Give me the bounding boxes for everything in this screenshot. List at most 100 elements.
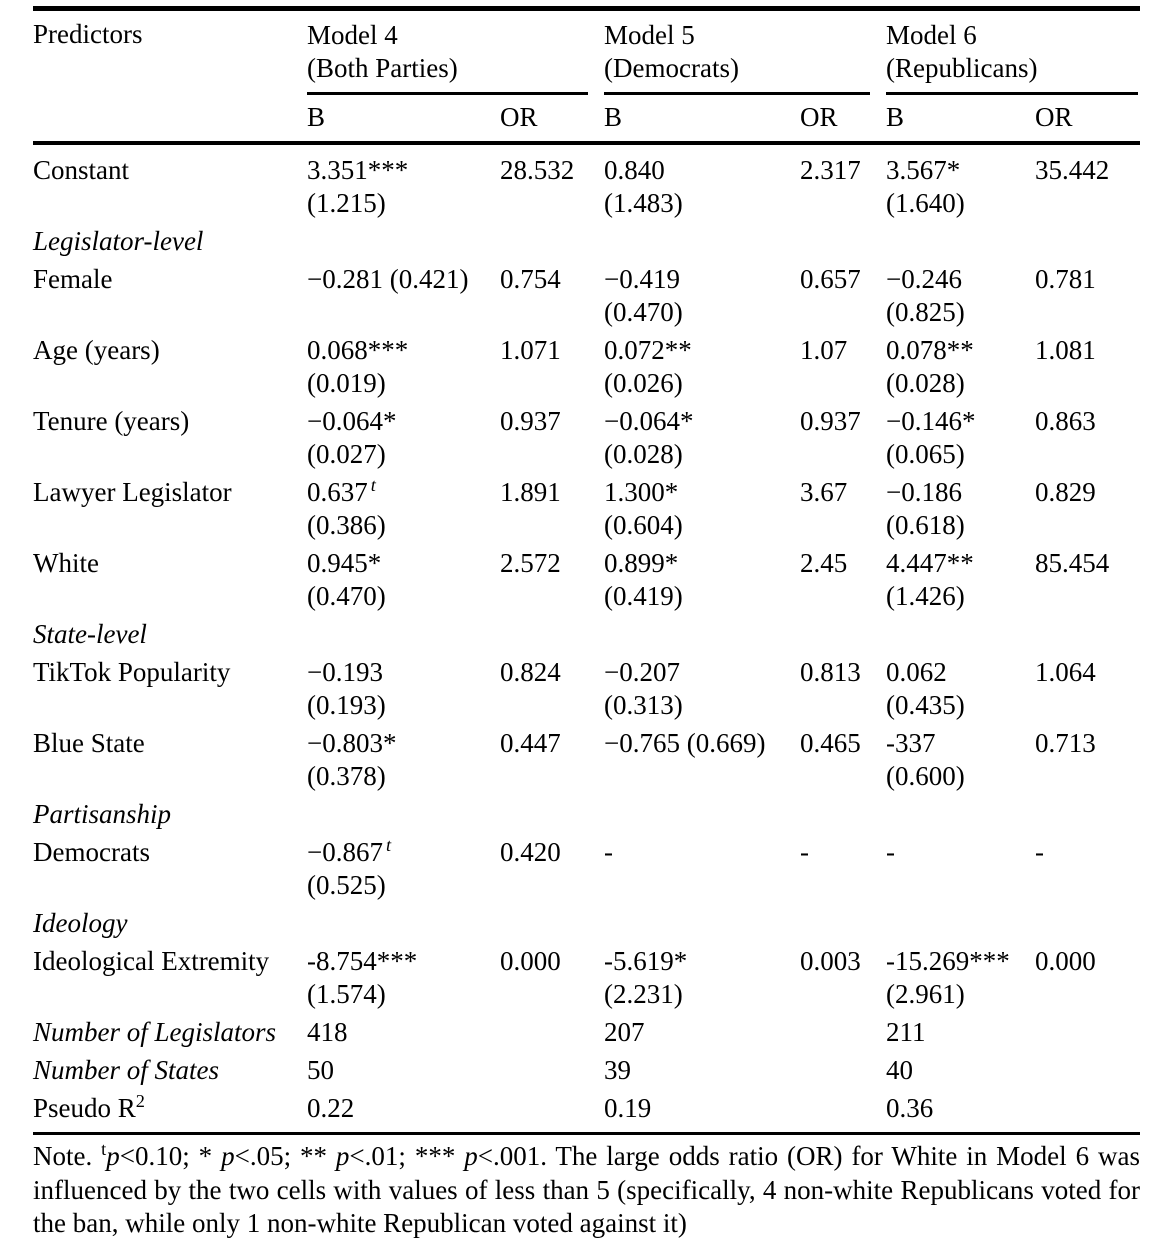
or-value: 0.937 — [800, 406, 861, 436]
standard-error: (0.027) — [307, 439, 386, 469]
or-value: 0.937 — [500, 406, 561, 436]
predictor-label: Age (years) — [33, 335, 160, 365]
stat-value: 207 — [604, 1017, 645, 1047]
significance-marker: t — [370, 475, 376, 495]
b-value: -15.269*** (2.961) — [886, 943, 1035, 1014]
column-header-or-model4: OR — [500, 95, 605, 145]
predictor-label: TikTok Popularity — [33, 657, 231, 687]
or-value: 1.071 — [500, 335, 561, 365]
predictor-label: Tenure (years) — [33, 406, 190, 436]
standard-error: (0.600) — [886, 761, 965, 791]
or-value: 3.67 — [800, 477, 848, 507]
or-value: 0.465 — [800, 728, 861, 758]
standard-error: (0.470) — [307, 581, 386, 611]
b-value: 0.840 (1.483) — [604, 143, 800, 223]
column-header-predictors: Predictors — [33, 8, 307, 145]
b-value: 0.899* (0.419) — [604, 545, 800, 616]
standard-error: (1.574) — [307, 979, 386, 1009]
table-row: Blue State −0.803* (0.378) 0.447 −0.765 (0.6… — [33, 725, 1140, 796]
model5-name: Model 5 — [604, 20, 695, 50]
predictor-label: Ideological Extremity — [33, 946, 270, 976]
standard-error: (0.470) — [604, 297, 683, 327]
predictor-label: Lawyer Legislator — [33, 477, 232, 507]
stat-empty-cell — [1035, 1014, 1140, 1052]
section-row: Partisanship — [33, 796, 1140, 834]
stat-empty-cell — [800, 1052, 886, 1090]
or-value: 1.07 — [800, 335, 848, 365]
or-value: 2.317 — [800, 155, 861, 185]
table-row: Lawyer Legislator 0.637 t (0.386) 1.891 1.300… — [33, 474, 1140, 545]
b-value: −0.193 (0.193) — [307, 654, 500, 725]
predictor-label: Democrats — [33, 837, 150, 867]
predictor-label: Female — [33, 264, 113, 294]
stat-value: 0.22 — [307, 1093, 355, 1123]
model5-subtitle: (Democrats) — [604, 53, 739, 83]
b-value: 4.447** (1.426) — [886, 545, 1035, 616]
b-value: −0.186 (0.618) — [886, 474, 1035, 545]
model6-header: Model 6 (Republicans) — [886, 9, 1140, 95]
predictor-label: Pseudo R2 — [33, 1091, 145, 1123]
section-row: State-level — [33, 616, 1140, 654]
stat-value: 39 — [604, 1055, 632, 1085]
paper-page: Predictors Model 4 (Both Parties) Model … — [33, 6, 1141, 1238]
table-row: Tenure (years) −0.064* (0.027) 0.937 −0.064*… — [33, 403, 1140, 474]
section-label: State-level — [33, 619, 147, 649]
or-value: 1.891 — [500, 477, 561, 507]
standard-error: (0.019) — [307, 368, 386, 398]
model4-subtitle: (Both Parties) — [307, 53, 458, 83]
standard-error: (1.640) — [886, 188, 965, 218]
or-value: 2.45 — [800, 548, 848, 578]
stat-empty-cell — [500, 1052, 604, 1090]
model-header-row: Predictors Model 4 (Both Parties) Model … — [33, 8, 1140, 145]
standard-error: (2.231) — [604, 979, 683, 1009]
stat-empty-cell — [800, 1090, 886, 1134]
table-row: Female −0.281 (0.421) 0.754 −0.419 (0.470) 0.… — [33, 261, 1140, 332]
or-value: 0.829 — [1035, 477, 1096, 507]
or-value: 0.003 — [800, 946, 861, 976]
b-value: −0.064* (0.028) — [604, 403, 800, 474]
b-value: −0.064* (0.027) — [307, 403, 500, 474]
column-header-b-model5: B — [604, 95, 801, 145]
model6-name: Model 6 — [886, 20, 977, 50]
or-value: 0.657 — [800, 264, 861, 294]
b-value: - — [886, 837, 896, 867]
or-value: 0.781 — [1035, 264, 1096, 294]
table-row: Number of Legislators 418 207 211 — [33, 1014, 1140, 1052]
predictor-label: White — [33, 548, 99, 578]
standard-error: (0.386) — [307, 510, 386, 540]
b-value: −0.803* (0.378) — [307, 725, 500, 796]
b-value: - — [604, 837, 614, 867]
predictor-label: Number of Legislators — [33, 1017, 277, 1047]
standard-error: (0.193) — [307, 690, 386, 720]
stat-empty-cell — [1035, 1090, 1140, 1134]
stat-value: 211 — [886, 1017, 926, 1047]
table-row: Constant 3.351*** (1.215) 28.532 0.840 (1.483… — [33, 143, 1140, 223]
significance-marker: t — [385, 835, 392, 855]
or-value: 0.863 — [1035, 406, 1096, 436]
b-value: -8.754*** (1.574) — [307, 943, 500, 1014]
table-note: Note. tp<0.10; * p<.05; ** p<.01; *** p<… — [33, 1139, 1140, 1238]
section-row: Ideology — [33, 905, 1140, 943]
table-row: Ideological Extremity -8.754*** (1.574) 0.0… — [33, 943, 1140, 1014]
table-row: Number of States 50 39 40 — [33, 1052, 1140, 1090]
standard-error: (2.961) — [886, 979, 965, 1009]
regression-table: Predictors Model 4 (Both Parties) Model … — [33, 6, 1141, 1135]
or-value: 35.442 — [1035, 155, 1110, 185]
b-value: −0.207 (0.313) — [604, 654, 800, 725]
standard-error: (0.028) — [886, 368, 965, 398]
b-value: 3.351*** (1.215) — [307, 143, 500, 223]
or-value: 0.447 — [500, 728, 561, 758]
section-row: Legislator-level — [33, 223, 1140, 261]
standard-error: (0.618) — [886, 510, 965, 540]
table-row: Age (years) 0.068*** (0.019) 1.071 0.072** (0… — [33, 332, 1140, 403]
standard-error: (0.525) — [307, 870, 386, 900]
column-header-b-model4: B — [307, 95, 500, 145]
b-value: −0.281 (0.421) — [307, 264, 469, 294]
b-value: −0.146* (0.065) — [886, 403, 1035, 474]
section-label: Legislator-level — [33, 226, 204, 256]
or-value: 0.813 — [800, 657, 861, 687]
table-row: Democrats −0.867 t (0.525) 0.420- - - - — [33, 834, 1140, 905]
column-header-or-model5: OR — [800, 95, 887, 145]
stat-empty-cell — [500, 1014, 604, 1052]
model4-name: Model 4 — [307, 20, 398, 50]
